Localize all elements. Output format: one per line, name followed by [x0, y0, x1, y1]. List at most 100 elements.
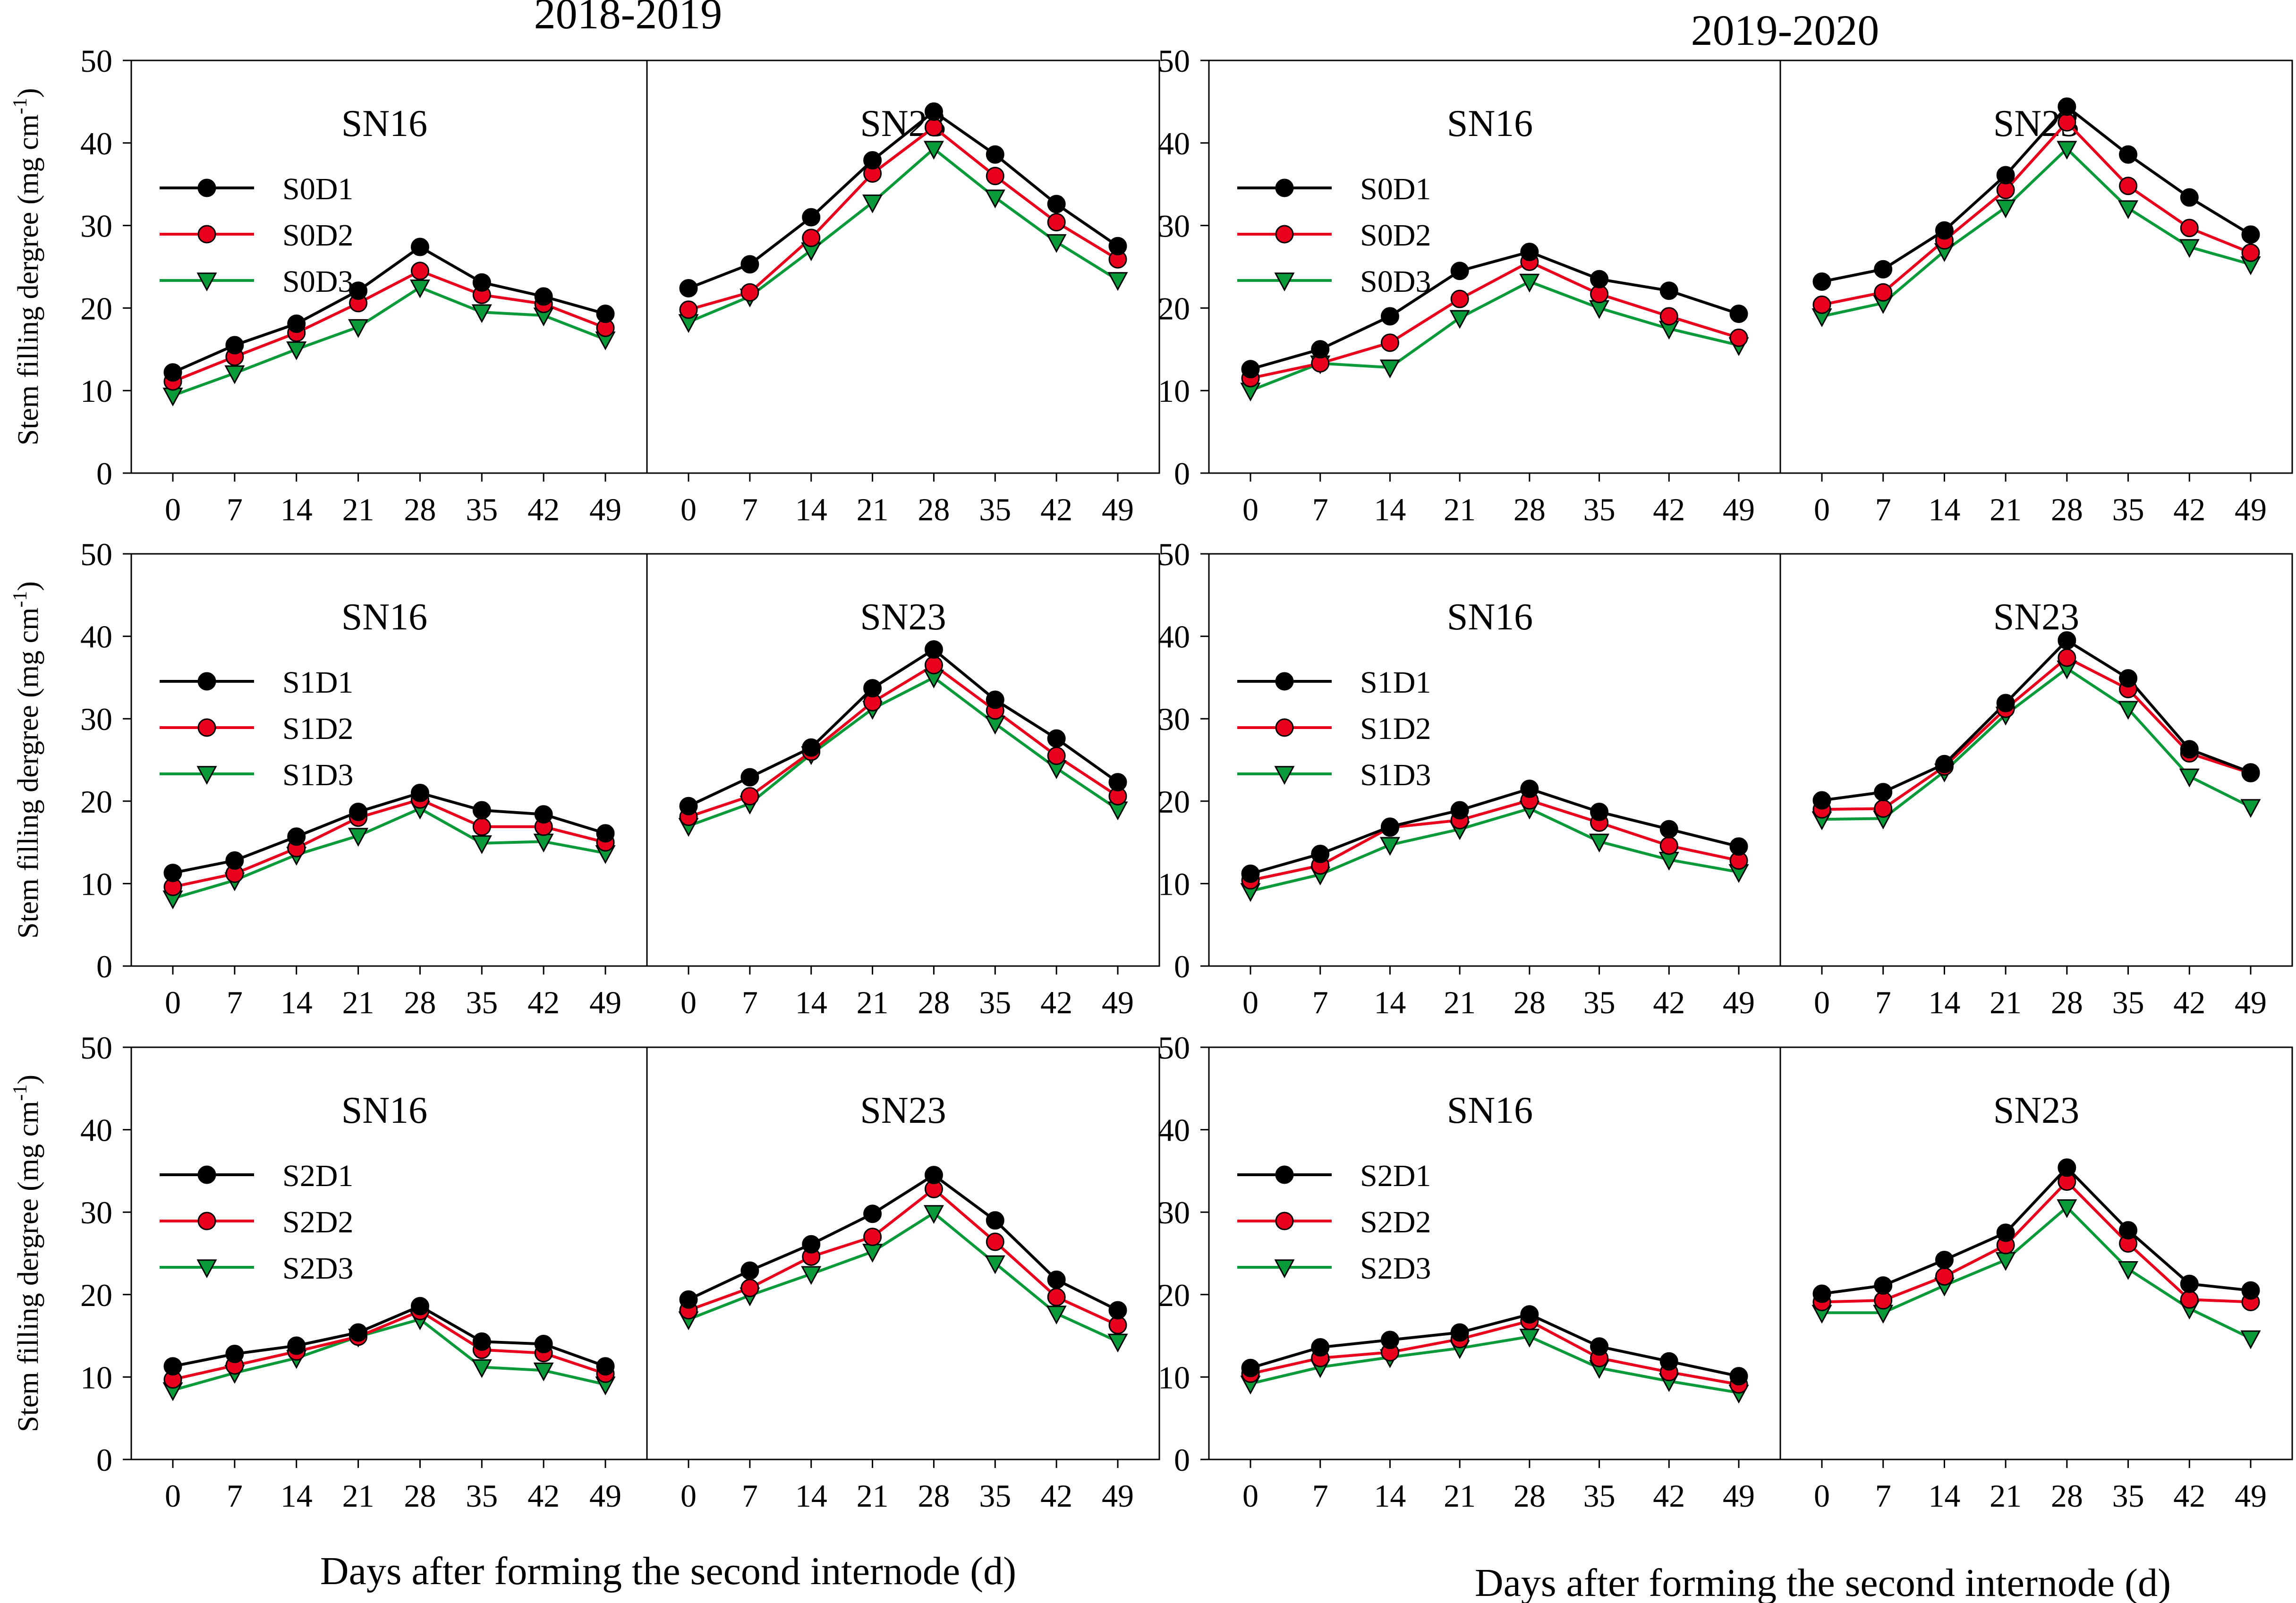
data-point-S1D3	[1379, 837, 1400, 856]
data-point-S2D3	[923, 1205, 944, 1224]
data-point-S1D1	[2180, 740, 2199, 759]
data-point-S2D2	[1047, 1288, 1066, 1306]
data-point-S0D1	[1996, 166, 2015, 185]
panel-frame	[1779, 59, 2293, 474]
x-tick-label: 42	[1040, 984, 1072, 1020]
data-point-S1D3	[2240, 799, 2261, 818]
x-tick-label: 21	[342, 1478, 374, 1514]
data-point-S0D1	[1241, 360, 1260, 379]
data-point-S2D1	[2180, 1274, 2199, 1293]
y-tick-label: 0	[96, 949, 112, 984]
legend-marker	[1275, 718, 1294, 737]
x-tick-label: 42	[2173, 984, 2205, 1020]
x-tick-label: 28	[918, 492, 950, 527]
series-line-S2D3	[172, 1317, 606, 1392]
data-point-S2D3	[1046, 1306, 1067, 1325]
data-point-S1D1	[924, 640, 943, 659]
x-tick-label: 14	[795, 984, 827, 1020]
series-line-S2D2	[172, 1309, 606, 1381]
data-point-S2D1	[349, 1323, 368, 1342]
legend-label: S1D2	[282, 712, 353, 746]
x-tick-label: 0	[680, 1478, 697, 1514]
x-tick-label: 21	[857, 984, 889, 1020]
x-tick-label: 28	[1514, 984, 1546, 1020]
x-tick-label: 49	[2235, 984, 2267, 1020]
data-point-S0D2	[1812, 295, 1831, 314]
data-point-S0D2	[1729, 328, 1748, 347]
data-point-S2D3	[2118, 1261, 2139, 1280]
x-tick-label: 49	[1102, 492, 1134, 527]
y-axis-label: Stem filling dergree (mg cm-1)	[9, 88, 44, 445]
x-tick-label: 14	[1374, 984, 1406, 1020]
data-point-S1D1	[1311, 845, 1330, 864]
data-point-S1D2	[472, 817, 491, 836]
data-point-S1D1	[534, 805, 553, 824]
x-tick-label: 42	[1040, 492, 1072, 527]
data-point-S0D2	[924, 118, 943, 137]
data-point-S2D1	[2241, 1281, 2260, 1300]
panel-2018-2019-S1-SN23: 0 7 14 21 28 35 42 49 SN23	[646, 553, 1160, 1020]
data-point-S2D1	[863, 1204, 882, 1223]
x-tick-label: 0	[1814, 984, 1830, 1020]
series-line-S1D1	[1821, 638, 2252, 802]
x-tick-label: 42	[1653, 492, 1685, 527]
series-line-S2D3	[1250, 1335, 1739, 1394]
legend-label: S1D3	[282, 758, 353, 792]
x-tick-label: 49	[1723, 1478, 1755, 1514]
panel-title: SN23	[860, 596, 946, 638]
data-point-S0D2	[1380, 333, 1399, 352]
x-tick-label: 14	[1928, 492, 1960, 527]
x-tick-label: 35	[979, 1478, 1011, 1514]
data-point-S0D1	[472, 273, 491, 292]
data-point-S1D1	[472, 801, 491, 820]
x-tick-label: 21	[1990, 1478, 2022, 1514]
x-tick-label: 7	[227, 492, 243, 527]
data-point-S0D3	[471, 304, 492, 323]
legend-marker	[1275, 225, 1294, 244]
data-point-S0D2	[679, 300, 698, 319]
data-point-S2D1	[163, 1357, 182, 1376]
series-line-S2D1	[172, 1304, 606, 1368]
data-point-S0D3	[1107, 272, 1128, 291]
x-tick-label: 35	[2112, 1478, 2144, 1514]
data-point-S2D2	[740, 1279, 759, 1298]
data-point-S1D1	[1520, 780, 1539, 798]
x-tick-label: 42	[527, 492, 560, 527]
series-line-S0D3	[1821, 146, 2251, 318]
y-tick-label: 40	[1158, 126, 1190, 161]
data-point-S0D1	[225, 336, 244, 355]
data-point-S0D3	[862, 194, 883, 213]
data-point-S2D1	[287, 1336, 306, 1355]
series-line-S1D2	[1250, 798, 1739, 882]
data-point-S1D1	[1450, 801, 1469, 820]
panel-frame	[1779, 1046, 2293, 1460]
data-point-S1D1	[410, 783, 429, 802]
data-point-S0D2	[410, 262, 429, 280]
data-point-S0D2	[1659, 307, 1678, 326]
x-tick-label: 28	[404, 492, 436, 527]
data-point-S0D3	[348, 319, 369, 338]
data-point-S0D3	[2057, 141, 2077, 160]
data-point-S1D3	[348, 828, 369, 847]
series-line-S0D2	[688, 125, 1119, 311]
y-tick-label: 30	[80, 1195, 112, 1230]
data-point-S0D1	[1520, 243, 1539, 262]
legend-marker	[1275, 1165, 1294, 1184]
data-point-S2D3	[985, 1255, 1005, 1274]
data-point-S2D1	[1659, 1352, 1678, 1371]
data-point-S0D2	[2241, 243, 2260, 262]
data-point-S2D3	[1107, 1333, 1128, 1353]
y-tick-label: 50	[80, 1030, 112, 1066]
data-point-S2D1	[1996, 1223, 2015, 1242]
data-point-S0D3	[2118, 200, 2139, 219]
x-tick-label: 7	[227, 984, 243, 1020]
data-point-S0D1	[1108, 237, 1127, 255]
panel-frame	[1779, 553, 2293, 967]
x-tick-label: 42	[1653, 1478, 1685, 1514]
panel-2018-2019-S2-SN23: 0 7 14 21 28 35 42 49 SN23	[646, 1046, 1160, 1514]
x-tick-label: 7	[742, 984, 758, 1020]
data-point-S1D2	[1047, 746, 1066, 765]
data-point-S1D1	[1659, 820, 1678, 839]
data-point-S0D1	[1590, 270, 1609, 288]
